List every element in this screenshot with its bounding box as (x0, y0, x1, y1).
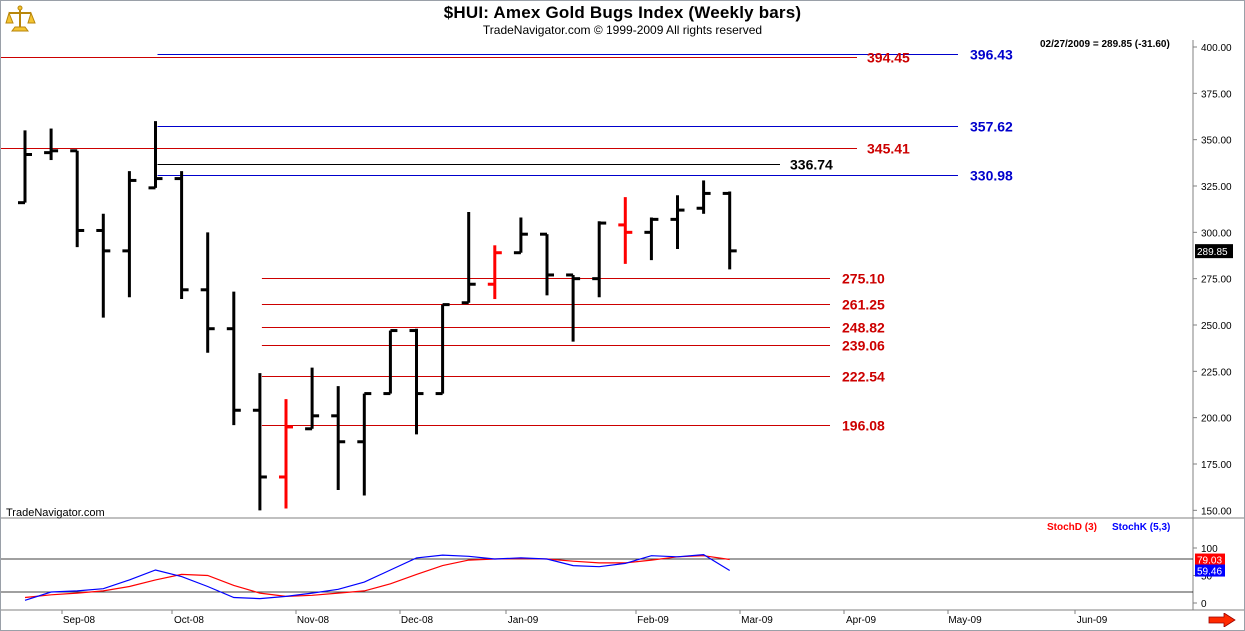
price-axis-label: 150.00 (1201, 506, 1232, 517)
legend-stochk: StochK (5,3) (1112, 522, 1170, 533)
ohlc-bar (513, 217, 528, 255)
legend-stochd: StochD (3) (1047, 522, 1097, 533)
level-label: 336.74 (790, 157, 833, 173)
ohlc-bar (487, 245, 502, 300)
ohlc-bar (122, 171, 137, 298)
ohlc-bar (331, 386, 346, 490)
ohlc-bar (18, 130, 32, 205)
price-axis-label: 325.00 (1201, 182, 1232, 193)
price-axis-label: 300.00 (1201, 228, 1232, 239)
level-label: 196.08 (842, 418, 885, 434)
time-axis-label: Dec-08 (401, 615, 434, 626)
price-axis-label: 275.00 (1201, 275, 1232, 286)
ohlc-bar (279, 399, 293, 509)
ohlc-bar (148, 121, 163, 190)
osc-series-line (24, 553, 731, 601)
osc-axis-label: 50 (1201, 572, 1213, 583)
ohlc-bar (670, 195, 685, 250)
ohlc-bar (566, 273, 581, 342)
level-label: 248.82 (842, 320, 885, 336)
chart-subtitle: TradeNavigator.com © 1999-2009 All right… (482, 23, 763, 37)
ohlc-bar (722, 191, 737, 270)
red-arrow-right-icon[interactable] (1208, 613, 1236, 627)
level-label: 222.54 (842, 369, 885, 385)
price-axis-label: 250.00 (1201, 321, 1232, 332)
ohlc-bar (252, 373, 267, 511)
ohlc-bar (44, 128, 59, 161)
time-axis-label: Feb-09 (637, 615, 669, 626)
ohlc-bar (540, 232, 554, 296)
ohlc-bar (409, 328, 424, 435)
time-axis-label: Jan-09 (508, 615, 539, 626)
scales-icon (5, 5, 36, 32)
level-label: 396.43 (970, 47, 1013, 63)
ohlc-bar (435, 303, 450, 396)
level-label: 394.45 (867, 50, 910, 66)
time-axis-label: May-09 (948, 615, 982, 626)
chart-title: $HUI: Amex Gold Bugs Index (Weekly bars) (443, 3, 802, 22)
last-price-label: 289.85 (1197, 247, 1228, 258)
stochk-value-label: 59.46 (1197, 567, 1222, 578)
price-axis-label: 225.00 (1201, 367, 1232, 378)
level-label: 345.41 (867, 141, 910, 157)
price-readout: 02/27/2009 = 289.85 (-31.60) (1040, 39, 1170, 50)
ohlc-bar (226, 291, 241, 426)
time-axis-label: Sep-08 (63, 615, 96, 626)
level-label: 330.98 (970, 168, 1013, 184)
price-axis-label: 200.00 (1201, 414, 1232, 425)
level-label: 357.62 (970, 119, 1013, 135)
price-axis-label: 400.00 (1201, 43, 1232, 54)
time-axis-label: Apr-09 (846, 615, 876, 626)
ohlc-bar (357, 392, 372, 496)
ohlc-bar (174, 171, 189, 300)
ohlc-bar (200, 232, 215, 353)
time-axis-label: Mar-09 (741, 615, 773, 626)
price-axis-label: 375.00 (1201, 89, 1232, 100)
ohlc-bar (592, 221, 607, 298)
ohlc-bar (305, 367, 320, 431)
time-axis-label: Nov-08 (297, 615, 330, 626)
ohlc-bar (618, 197, 633, 264)
ohlc-bar (70, 149, 85, 248)
osc-series-line (24, 555, 730, 599)
osc-axis-label: 100 (1201, 544, 1218, 555)
time-axis-label: Jun-09 (1077, 615, 1108, 626)
price-axis-label: 175.00 (1201, 460, 1232, 471)
osc-axis-label: 0 (1201, 599, 1207, 610)
ohlc-bar (644, 217, 659, 261)
watermark: TradeNavigator.com (6, 507, 105, 519)
last-price-tag (1195, 244, 1233, 259)
ohlc-bar (461, 211, 476, 305)
level-label: 239.06 (842, 338, 885, 354)
ohlc-bar (383, 329, 398, 396)
ohlc-bar (96, 213, 111, 318)
stochk-value-tag (1195, 564, 1225, 577)
level-label: 261.25 (842, 297, 885, 313)
level-label: 275.10 (842, 271, 885, 287)
stochd-value-label: 79.03 (1197, 556, 1222, 567)
price-axis-label: 350.00 (1201, 136, 1232, 147)
stochd-value-tag (1195, 553, 1225, 566)
ohlc-bar (696, 180, 711, 214)
time-axis-label: Oct-08 (174, 615, 204, 626)
